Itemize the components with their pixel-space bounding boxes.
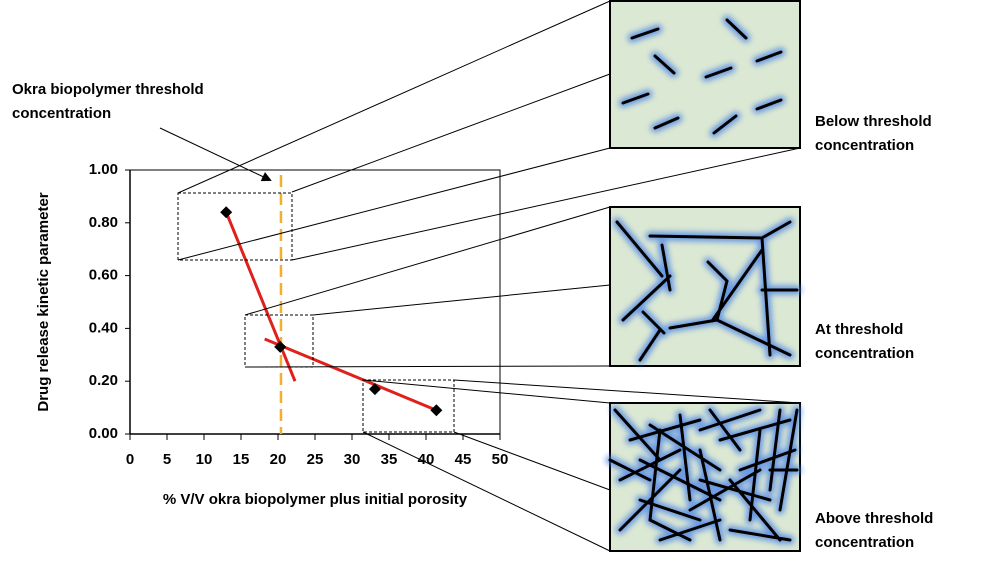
- panel-label: concentration: [815, 345, 914, 362]
- point: [220, 206, 233, 219]
- x-tick-label: 10: [196, 451, 213, 468]
- annotation: concentration: [12, 105, 111, 122]
- x-tick-label: 45: [455, 451, 472, 468]
- annotation: Okra biopolymer threshold: [12, 81, 204, 98]
- x-tick-label: 30: [344, 451, 361, 468]
- trend-line: [264, 337, 437, 412]
- y-tick-label: 0.80: [89, 214, 118, 231]
- x-tick-label: 50: [492, 451, 509, 468]
- x-tick-label: 35: [381, 451, 398, 468]
- panel-label: Below threshold: [815, 113, 932, 130]
- y-axis-label: Drug release kinetic parameter: [35, 192, 52, 411]
- x-tick-label: 5: [163, 451, 171, 468]
- point: [274, 340, 287, 353]
- panel-label: At threshold: [815, 321, 903, 338]
- y-tick-label: 0.20: [89, 372, 118, 389]
- point: [368, 383, 381, 396]
- chart: 0.00 0.20 0.40 0.60 0.80 1.00 0 5 10 15 20 25 30 35 40…: [12, 81, 508, 508]
- x-tick-label: 40: [418, 451, 435, 468]
- panel-label: concentration: [815, 534, 914, 551]
- x-axis-label: % V/V okra biopolymer plus initial poros…: [163, 491, 468, 508]
- annotation-arrow: [159, 127, 272, 182]
- y-tick-label: 0.60: [89, 267, 118, 284]
- point: [430, 404, 443, 417]
- zoom-box: [362, 379, 455, 433]
- y-tick-label: 1.00: [89, 161, 118, 178]
- x-tick-label: 25: [307, 451, 324, 468]
- x-tick-label: 20: [270, 451, 287, 468]
- y-tick-label: 0.00: [89, 425, 118, 442]
- zoom-box: [177, 192, 293, 261]
- connector-lines: [177, 0, 801, 552]
- y-tick-label: 0.40: [89, 319, 118, 336]
- panel-label: Above threshold: [815, 510, 933, 527]
- x-tick-label: 15: [233, 451, 250, 468]
- panel-label: concentration: [815, 137, 914, 154]
- zoom-diagram: Below threshold concentration At threshold…: [159, 0, 933, 552]
- trend-line: [224, 211, 297, 382]
- x-tick-label: 0: [126, 451, 134, 468]
